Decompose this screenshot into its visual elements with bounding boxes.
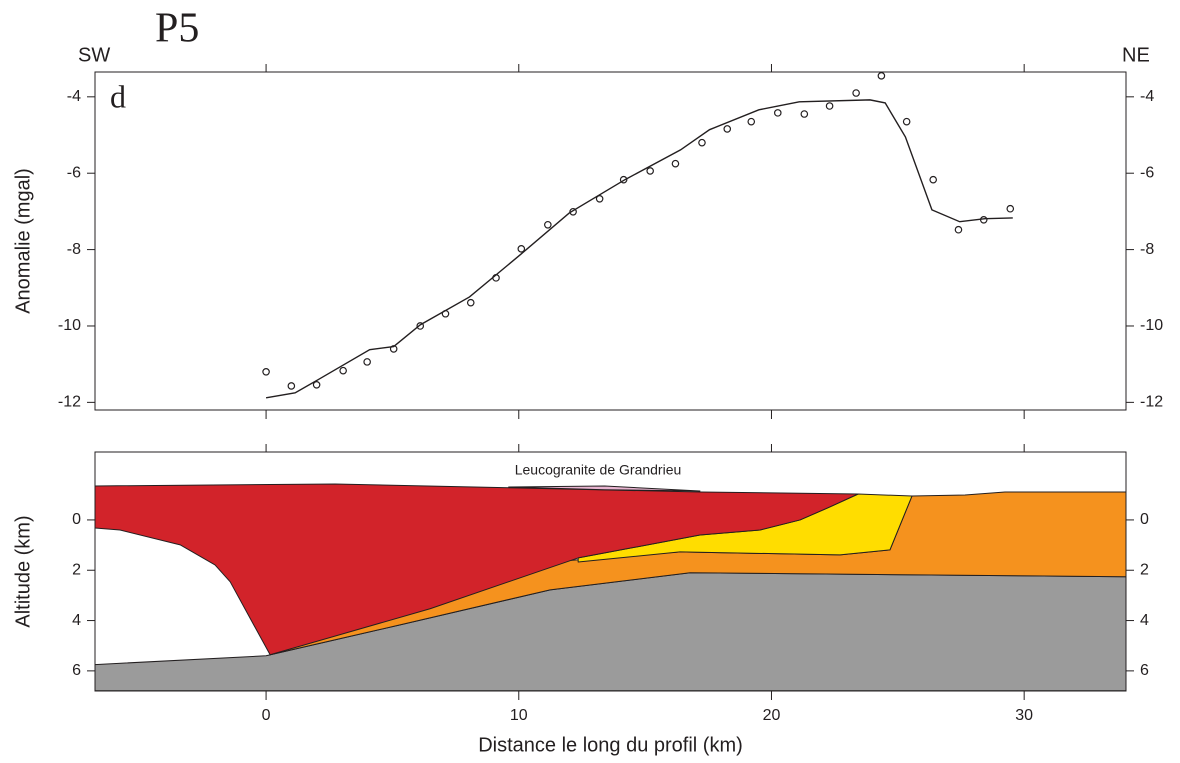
x-axis-label: Distance le long du profil (km) [478, 734, 743, 756]
y-tick-label-right: 4 [1140, 612, 1149, 629]
observed-point [363, 358, 371, 366]
observed-point [773, 109, 782, 117]
observed-point [1006, 204, 1015, 213]
x-tick-label: 30 [1015, 707, 1033, 724]
y-tick-label: 0 [72, 511, 81, 528]
geologic-body [508, 485, 701, 492]
observed-point [287, 382, 296, 390]
left-direction: SW [78, 44, 110, 66]
y-tick-label-right: -6 [1140, 164, 1154, 181]
y-tick-label-right: -4 [1140, 88, 1154, 105]
observed-point [544, 220, 552, 229]
observed-point [671, 159, 680, 168]
observed-point [723, 125, 732, 133]
y-tick-label-right: -12 [1140, 394, 1163, 411]
plot-area [94, 71, 1127, 411]
y-tick-label-right: 2 [1140, 561, 1149, 578]
observed-point [517, 245, 526, 253]
observed-point [902, 117, 911, 126]
right-direction: NE [1122, 44, 1150, 66]
y-tick-label: -6 [67, 164, 81, 181]
y-tick-label: -8 [67, 241, 81, 258]
observed-point [979, 216, 988, 224]
observed-point [747, 117, 756, 126]
observed-point [698, 138, 706, 147]
y-tick-label: -10 [58, 317, 81, 334]
panel-label: d [110, 78, 126, 114]
observed-point [339, 366, 347, 375]
x-tick-label: 20 [763, 707, 781, 724]
y-tick-label: 4 [72, 612, 81, 629]
observed-point [262, 368, 270, 376]
observed-point [466, 298, 475, 307]
observed-point [646, 167, 654, 175]
y-tick-label: -4 [67, 88, 81, 105]
geologic-body [94, 483, 859, 656]
figure-title: P5 [155, 6, 199, 52]
observed-point [852, 89, 860, 97]
annotation: Leucogranite de Grandrieu [515, 462, 682, 478]
x-tick-label: 10 [510, 707, 528, 724]
y-tick-label: 6 [72, 662, 81, 679]
y-tick-label: -12 [58, 394, 81, 411]
y-tick-label: 2 [72, 561, 81, 578]
observed-point [800, 110, 809, 118]
observed-point [929, 175, 937, 184]
observed-point [825, 102, 834, 110]
x-tick-label: 0 [262, 707, 271, 724]
y-axis-label: Altitude (km) [12, 515, 34, 627]
y-tick-label-right: -10 [1140, 317, 1163, 334]
observed-point [312, 380, 321, 389]
observed-point [954, 225, 963, 234]
y-axis-label: Anomalie (mgal) [12, 168, 34, 314]
computed-line [265, 99, 1013, 399]
y-tick-label-right: 0 [1140, 511, 1149, 528]
plot-frame [94, 451, 1127, 692]
observed-point [877, 72, 886, 80]
y-tick-label-right: -8 [1140, 241, 1154, 258]
y-tick-label-right: 6 [1140, 662, 1149, 679]
